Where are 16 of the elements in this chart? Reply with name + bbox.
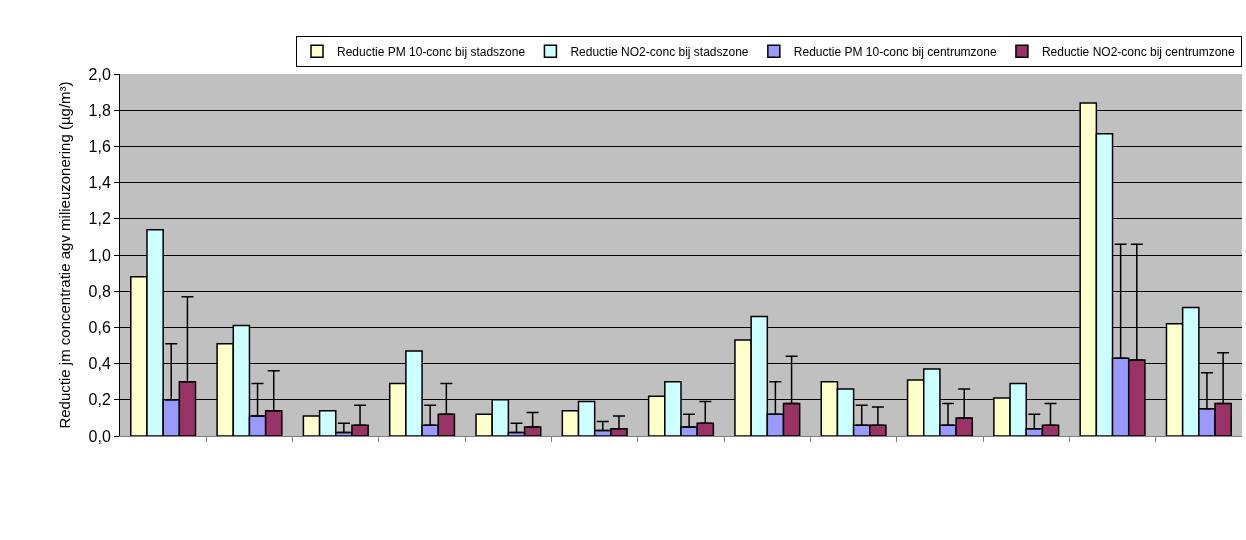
y-tick-label: 0,6 [88,319,111,336]
y-tick-label: 1,0 [88,246,111,264]
legend-label: Reductie NO2-conc bij centrumzone [1041,44,1236,59]
y-tick-label: 2,0 [88,65,111,83]
y-tick-label: 0,8 [88,282,111,300]
y-tick-label: 0,2 [88,391,111,409]
legend-label: Reductie PM 10-conc bij stadszone [337,44,526,59]
y-tick-label: 1,2 [88,210,111,228]
legend-label: Reductie NO2-conc bij stadszone [570,44,749,59]
y-tick-label: 1,4 [88,174,111,192]
y-tick-label: 1,8 [88,101,111,119]
legend-label: Reductie PM 10-conc bij centrumzone [793,44,997,59]
y-axis-title: Reductie jm concentratie agv milieuzonering (µg/m³) [55,81,73,429]
y-tick-label: 1,6 [88,138,111,155]
y-tick-label: 0,4 [88,355,111,373]
y-tick-label: 0,0 [88,427,111,445]
